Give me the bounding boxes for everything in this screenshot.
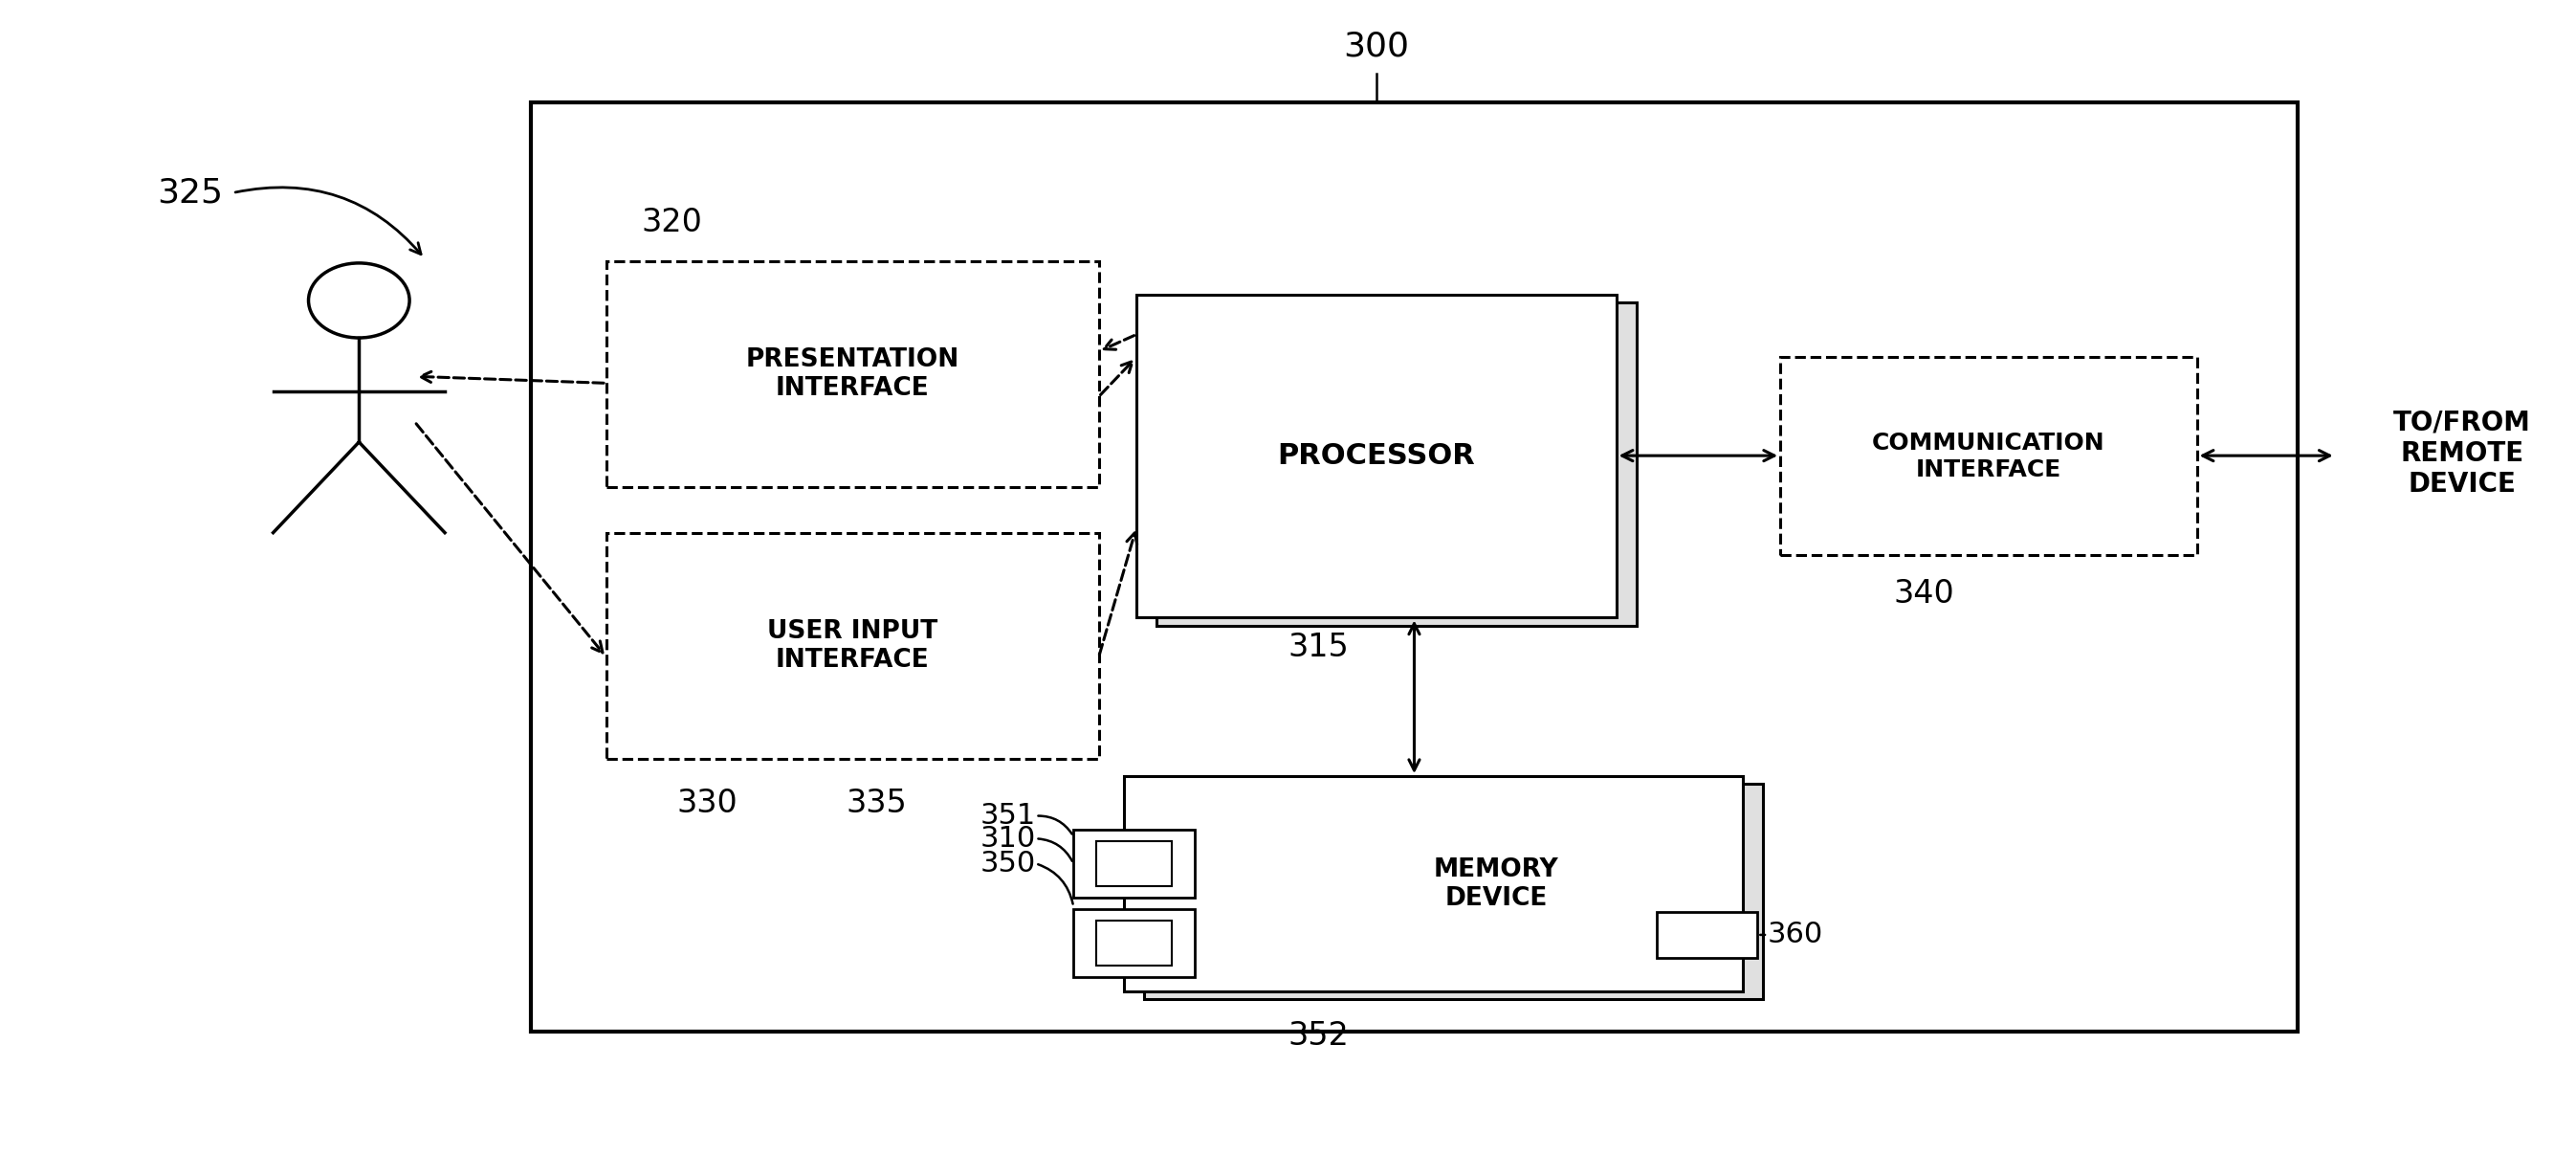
- Bar: [605, 533, 1100, 759]
- Bar: [1097, 920, 1172, 965]
- Text: COMMUNICATION
INTERFACE: COMMUNICATION INTERFACE: [1873, 431, 2105, 481]
- Text: 350: 350: [979, 850, 1036, 877]
- Bar: [1097, 840, 1172, 887]
- Text: 352: 352: [1288, 1020, 1350, 1052]
- Bar: [1074, 909, 1195, 977]
- Text: 310: 310: [979, 824, 1036, 852]
- Bar: [1780, 357, 2197, 555]
- Text: PROCESSOR: PROCESSOR: [1278, 443, 1476, 470]
- Bar: [1123, 777, 1741, 992]
- Text: 320: 320: [641, 207, 703, 238]
- Text: PRESENTATION
INTERFACE: PRESENTATION INTERFACE: [744, 347, 958, 401]
- Text: 325: 325: [157, 177, 224, 209]
- Text: TO/FROM
REMOTE
DEVICE: TO/FROM REMOTE DEVICE: [2393, 409, 2530, 498]
- Bar: [605, 261, 1100, 488]
- Text: 351: 351: [979, 802, 1036, 830]
- Text: 330: 330: [677, 787, 737, 820]
- Text: 300: 300: [1342, 30, 1409, 62]
- Text: 315: 315: [1288, 631, 1350, 662]
- Bar: [1144, 784, 1762, 1000]
- Bar: [1136, 295, 1615, 617]
- Text: 340: 340: [1893, 578, 1955, 609]
- Text: MEMORY
DEVICE: MEMORY DEVICE: [1435, 857, 1558, 911]
- Bar: [531, 102, 2298, 1031]
- Text: 335: 335: [845, 787, 907, 820]
- Bar: [1074, 830, 1195, 897]
- Text: USER INPUT
INTERFACE: USER INPUT INTERFACE: [768, 620, 938, 673]
- Text: 360: 360: [1767, 921, 1824, 949]
- Bar: [1157, 303, 1636, 625]
- Bar: [1656, 912, 1757, 957]
